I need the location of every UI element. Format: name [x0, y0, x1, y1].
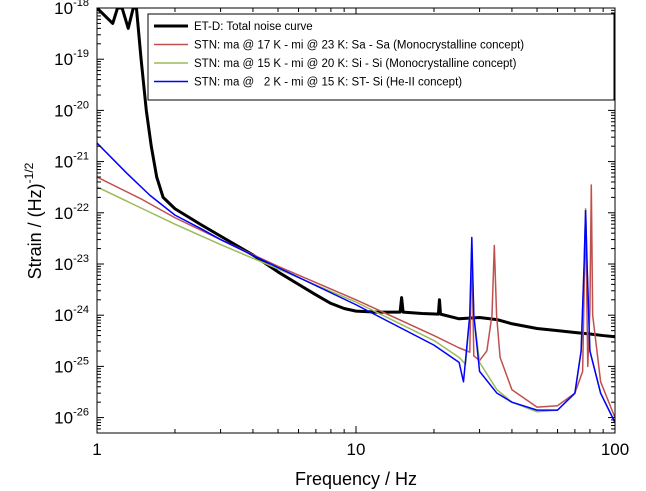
series-line-1 [97, 8, 615, 339]
axis-ticks: 1 10 100 10-18 10-19 10-20 10-21 10-22 10-23 10-2… [54, 0, 629, 459]
series-line-2 [97, 176, 615, 418]
legend-label: ET-D: Total noise curve [194, 21, 313, 33]
y-tick-label: 10-20 [54, 99, 89, 120]
y-tick-label: 10-24 [54, 304, 89, 325]
legend-label: STN: ma @ 15 K - mi @ 20 K: Si - Si (Mon… [194, 58, 517, 70]
y-tick-label: 10-26 [54, 407, 89, 428]
y-axis-title-exponent: -1/2 [22, 162, 36, 183]
series-layer [97, 8, 615, 423]
legend-label: STN: ma @ 2 K - mi @ 15 K: ST- Si (He-II… [194, 77, 462, 89]
y-axis-title: Strain / (Hz)-1/2 [22, 162, 45, 279]
y-tick-label: 10-23 [54, 253, 89, 274]
x-axis-title: Frequency / Hz [295, 469, 417, 489]
y-tick-label: 10-18 [54, 0, 89, 18]
y-tick-label: 10-19 [54, 48, 89, 69]
series-line-3 [97, 186, 615, 423]
y-tick-label: 10-22 [54, 202, 89, 223]
legend: ET-D: Total noise curve STN: ma @ 17 K - … [147, 13, 615, 101]
x-tick-label: 10 [347, 440, 366, 459]
y-axis-title-text: Strain / (Hz) [25, 183, 45, 279]
series-line-4 [97, 142, 615, 423]
legend-label: STN: ma @ 17 K - mi @ 23 K: Sa - Sa (Mon… [194, 40, 524, 52]
legend-box [147, 13, 615, 101]
x-tick-label: 1 [92, 440, 101, 459]
y-tick-label: 10-25 [54, 355, 89, 376]
x-tick-label: 100 [601, 440, 629, 459]
y-tick-label: 10-21 [54, 151, 89, 172]
